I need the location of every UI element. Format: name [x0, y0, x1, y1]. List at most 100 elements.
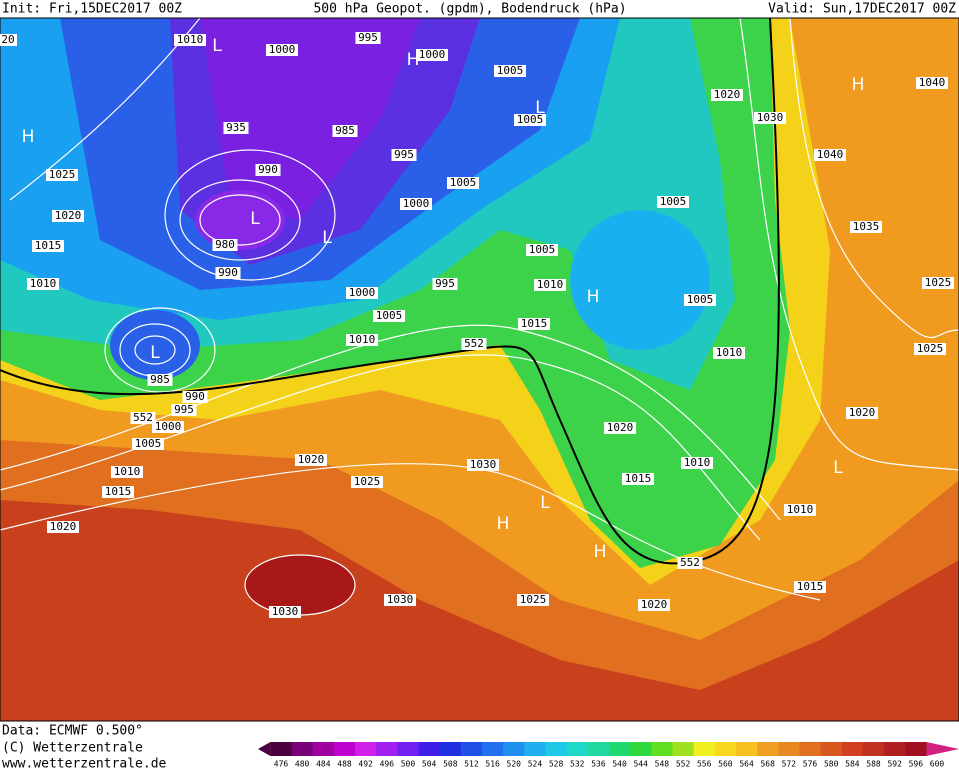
scale-swatch	[841, 742, 864, 756]
scale-tick-label: 516	[485, 760, 500, 769]
data-source: Data: ECMWF 0.500°	[2, 724, 143, 739]
scale-swatch	[820, 742, 843, 756]
scale-tick-label: 536	[591, 760, 606, 769]
label-box	[27, 278, 59, 290]
isobar-label: 1035	[853, 220, 880, 233]
scale-swatch	[609, 742, 631, 756]
init-label: Init: Fri,15DEC2017 00Z	[2, 2, 182, 17]
label-box	[681, 457, 713, 469]
scale-tick-label: 560	[718, 760, 733, 769]
isobar-label: 1000	[269, 43, 296, 56]
label-box	[677, 557, 703, 569]
label-box	[46, 169, 78, 181]
label-box	[130, 412, 156, 424]
label-box	[638, 599, 670, 611]
isobar-label: 1005	[135, 437, 162, 450]
label-box	[713, 347, 745, 359]
isobar-label: 1040	[817, 148, 844, 161]
label-box	[147, 374, 173, 386]
scale-tick-label: 584	[845, 760, 860, 769]
isobar-label: 552	[680, 556, 700, 569]
pressure-center: L	[540, 493, 550, 513]
scale-swatch	[630, 742, 652, 756]
pressure-center: L	[322, 228, 332, 248]
label-box	[447, 177, 479, 189]
scale-swatch	[291, 742, 314, 756]
pressure-center: H	[852, 75, 865, 95]
label-box	[846, 407, 878, 419]
label-box	[47, 521, 79, 533]
label-box	[174, 34, 206, 46]
scale-tick-label: 592	[887, 760, 902, 769]
label-box	[111, 466, 143, 478]
scale-tick-label: 552	[676, 760, 691, 769]
label-box	[784, 504, 816, 516]
label-box	[255, 164, 281, 176]
label-box	[467, 459, 499, 471]
isobar-label: 995	[358, 31, 378, 44]
label-box	[461, 338, 487, 350]
isobar-label: 1010	[787, 503, 814, 516]
scale-swatch	[714, 742, 737, 756]
pressure-center: H	[587, 287, 600, 307]
label-box	[355, 32, 381, 44]
scale-swatch	[587, 742, 610, 756]
label-box	[684, 294, 716, 306]
label-box	[814, 149, 846, 161]
isobar-label: 1015	[105, 485, 132, 498]
scale-tick-label: 548	[655, 760, 670, 769]
isobar-label: 1020	[714, 88, 741, 101]
scale-swatch	[778, 742, 800, 756]
label-box	[517, 594, 549, 606]
isobar-label: 995	[394, 148, 414, 161]
isobar-label: 985	[335, 124, 355, 137]
isobar-label: 1010	[114, 465, 141, 478]
label-box	[346, 287, 378, 299]
scale-swatch	[672, 742, 695, 756]
label-box	[914, 343, 946, 355]
pressure-center: H	[22, 127, 35, 147]
isobar-label: 552	[133, 411, 153, 424]
label-box	[212, 239, 238, 251]
isobars	[0, 17, 959, 616]
scale-swatch	[355, 742, 377, 756]
scale-tick-label: 500	[401, 760, 416, 769]
isobar-label: 995	[435, 277, 455, 290]
scale-arrow-right	[926, 742, 959, 756]
scale-swatch	[376, 742, 398, 756]
isobar-label: 20	[1, 33, 14, 46]
label-box	[526, 244, 558, 256]
copyright: (C) Wetterzentrale	[2, 741, 143, 756]
scale-swatch	[524, 742, 547, 756]
label-box	[351, 476, 383, 488]
isobar-label: 1010	[177, 33, 204, 46]
isobar-label: 1005	[660, 195, 687, 208]
label-box	[604, 422, 636, 434]
scale-tick-label: 488	[337, 760, 352, 769]
isobar-label: 1010	[349, 333, 376, 346]
isobar-label: 1025	[917, 342, 944, 355]
scale-swatch	[757, 742, 779, 756]
scale-swatch	[884, 742, 906, 756]
scale-tick-label: 580	[824, 760, 839, 769]
scale-swatch	[460, 742, 483, 756]
scale-swatch	[799, 742, 822, 756]
label-box	[391, 149, 417, 161]
isobar-label: 935	[226, 121, 246, 134]
scale-tick-label: 540	[612, 760, 627, 769]
isobar-label: 1020	[55, 209, 82, 222]
scale-swatch	[693, 742, 716, 756]
isobar-label: 1005	[450, 176, 477, 189]
label-box	[384, 594, 416, 606]
scale-swatch	[270, 742, 293, 756]
pressure-center: L	[833, 458, 843, 478]
label-box	[132, 438, 164, 450]
isobar-label: 1030	[470, 458, 497, 471]
color-scale: 476 480 484 488 492 496 500 504 508 512 516 520 524 5…	[258, 742, 959, 769]
label-box	[400, 198, 432, 210]
pressure-center: H	[497, 514, 510, 534]
isobar-label: 1020	[607, 421, 634, 434]
label-box	[171, 404, 197, 416]
label-box	[102, 486, 134, 498]
